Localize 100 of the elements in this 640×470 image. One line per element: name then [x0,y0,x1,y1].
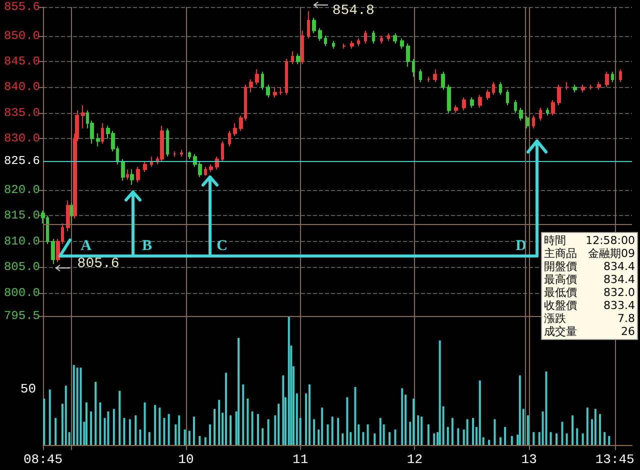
candlestick [266,84,270,98]
bar [144,402,146,445]
bar [478,380,481,445]
candlestick [605,71,609,88]
candlestick [96,132,100,147]
candlestick [519,107,523,122]
bar [80,368,82,445]
candlestick [393,32,397,44]
x-tick-label: 10 [178,452,194,467]
candlestick [427,76,430,83]
candlestick [285,58,288,96]
y-tick-label: 810.0 [4,234,40,248]
candlestick [249,78,253,93]
candlestick [551,100,555,116]
bar [417,415,420,445]
candlestick [332,40,335,50]
candlestick [380,35,383,44]
bar [112,408,115,445]
bar [499,437,502,445]
candlestick [255,68,259,86]
bar [412,398,415,445]
y-tick-label: 850.0 [4,28,40,43]
annotation: A [80,238,92,254]
candlestick [387,32,390,42]
candlestick [406,43,410,68]
candlestick [462,96,466,111]
candlestick [66,200,70,232]
bar [99,402,102,445]
candlestick [291,50,294,65]
candlestick [307,10,310,39]
candlestick [126,168,129,180]
annotation: 854.8 [332,3,374,20]
candlestick [81,104,85,129]
annotation: 805.6 [77,256,120,272]
bar [308,384,310,445]
bar [366,424,369,445]
bar [267,419,270,445]
bar [388,432,391,445]
y-tick-label: 805.0 [4,260,40,274]
candlestick [372,30,375,44]
candlestick [546,107,549,116]
x-tick-label: 11 [292,452,308,467]
bar [342,433,344,445]
candlestick [101,122,104,144]
candlestick [121,158,125,182]
x-tick-label: 12 [406,452,423,467]
candlestick [539,107,542,122]
bar [76,368,78,445]
bar [346,397,348,445]
bar [608,436,610,445]
bar [337,418,340,445]
bar [178,415,180,445]
candlestick [180,149,183,158]
bar [242,384,244,445]
bar [518,375,521,445]
bar [168,414,170,445]
bar [278,404,280,445]
bar [321,408,324,445]
candlestick [143,161,147,173]
candlestick [312,17,316,34]
bar [238,338,240,445]
candlestick [233,122,237,137]
bar [282,375,284,445]
x-tick-label: 08:45 [23,452,63,467]
candlestick [492,82,495,96]
bar [438,340,441,445]
candlestick [454,104,458,114]
bar [257,414,260,445]
candlestick [611,71,614,83]
bar [556,433,558,445]
bar [446,426,449,445]
bar [134,415,137,445]
bar [184,430,186,445]
bar [85,402,88,445]
bar [139,430,142,445]
bar [158,408,161,445]
bar [379,418,382,445]
candlestick [447,84,451,114]
bar [64,386,67,445]
bar [451,418,454,445]
annotation: D [516,238,527,254]
text: 漲跌 7.8 [544,312,635,325]
candlestick [619,68,622,83]
y-tick-label: 800.0 [4,286,40,300]
bar [107,411,110,445]
candlestick [514,100,517,114]
bar [230,415,232,445]
bar [251,411,254,445]
candlestick [221,140,224,162]
candlestick [136,166,140,183]
bar [427,424,430,445]
candlestick [173,150,176,158]
candlestick [589,84,593,90]
bar [532,432,535,445]
candlestick [350,40,354,50]
bar [313,419,316,445]
bar [494,419,496,445]
bar [192,416,195,445]
bar [198,436,201,445]
bar [466,419,468,445]
